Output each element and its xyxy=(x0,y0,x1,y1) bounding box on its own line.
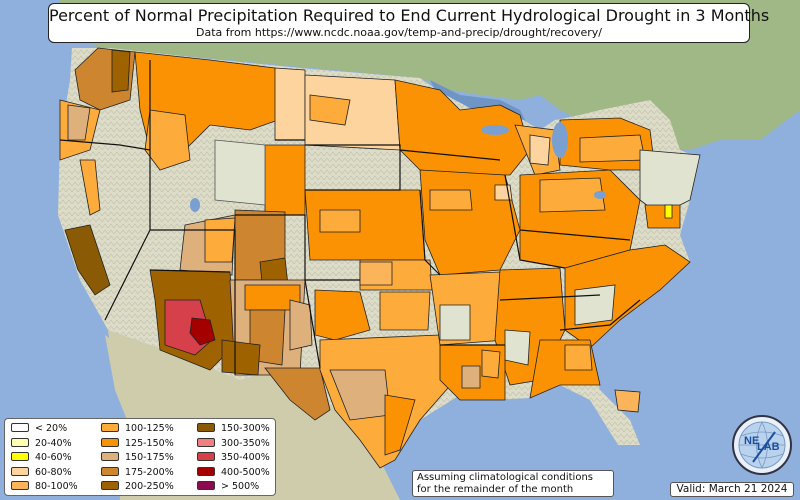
legend-item: 40-60% xyxy=(11,452,72,463)
legend-swatch xyxy=(101,466,119,476)
legend-swatch xyxy=(11,452,29,461)
legend-item: 60-80% xyxy=(11,466,72,478)
legend-label: > 500% xyxy=(221,481,260,492)
assumption-note: Assuming climatological conditions for t… xyxy=(412,470,614,497)
valid-date: Valid: March 21 2024 xyxy=(670,482,794,497)
legend-label: 175-200% xyxy=(125,466,174,478)
legend-item: < 20% xyxy=(11,423,67,434)
legend-swatch xyxy=(197,466,215,476)
legend-label: 60-80% xyxy=(35,466,72,478)
legend-label: < 20% xyxy=(35,423,68,434)
legend-item: 150-300% xyxy=(197,423,270,434)
legend-label: 80-100% xyxy=(35,481,78,492)
legend-label: 400-500% xyxy=(221,466,270,478)
legend-item: 200-250% xyxy=(101,481,174,492)
legend-swatch xyxy=(101,423,119,432)
legend-item: 20-40% xyxy=(11,437,72,449)
legend-swatch xyxy=(11,481,29,490)
legend-swatch xyxy=(197,452,215,461)
legend-swatch xyxy=(101,437,119,447)
legend-label: 150-300% xyxy=(221,423,270,434)
drought-areas xyxy=(59,47,701,469)
legend-item: > 500% xyxy=(197,481,259,492)
legend-label: 350-400% xyxy=(221,452,270,463)
legend-swatch xyxy=(197,423,215,432)
logo-text-ne: NE xyxy=(744,435,759,447)
legend-label: 200-250% xyxy=(125,481,174,492)
legend-label: 40-60% xyxy=(35,452,72,463)
nexlab-globe-logo-icon: NE LAB xyxy=(732,415,792,475)
legend-label: 300-350% xyxy=(221,437,270,449)
state-borders xyxy=(59,60,641,375)
legend-swatch xyxy=(101,481,119,490)
legend-item: 300-350% xyxy=(197,437,270,449)
map-subtitle: Data from https://www.ncdc.noaa.gov/temp… xyxy=(196,26,602,39)
note-line-2: for the remainder of the month xyxy=(417,484,574,495)
legend: < 20% 20-40% 40-60% 60-80% 80-100% 100-125% 12… xyxy=(4,418,276,496)
legend-swatch xyxy=(197,481,215,490)
legend-item: 125-150% xyxy=(101,437,174,449)
legend-item: 150-175% xyxy=(101,452,174,463)
legend-item: 175-200% xyxy=(101,466,174,478)
legend-label: 20-40% xyxy=(35,437,72,449)
title-box: Percent of Normal Precipitation Required… xyxy=(48,3,770,43)
legend-item: 100-125% xyxy=(101,423,174,434)
legend-swatch xyxy=(101,452,119,461)
legend-swatch xyxy=(11,437,29,447)
legend-label: 100-125% xyxy=(125,423,174,434)
legend-item: 400-500% xyxy=(197,466,270,478)
legend-item: 80-100% xyxy=(11,481,78,492)
legend-label: 125-150% xyxy=(125,437,174,449)
legend-label: 150-175% xyxy=(125,452,174,463)
note-line-1: Assuming climatological conditions xyxy=(417,472,593,483)
legend-item: 350-400% xyxy=(197,452,270,463)
map-title: Percent of Normal Precipitation Required… xyxy=(49,6,770,25)
legend-swatch xyxy=(11,423,29,432)
legend-swatch xyxy=(11,466,29,476)
legend-swatch xyxy=(197,437,215,447)
inland-water xyxy=(190,122,606,212)
